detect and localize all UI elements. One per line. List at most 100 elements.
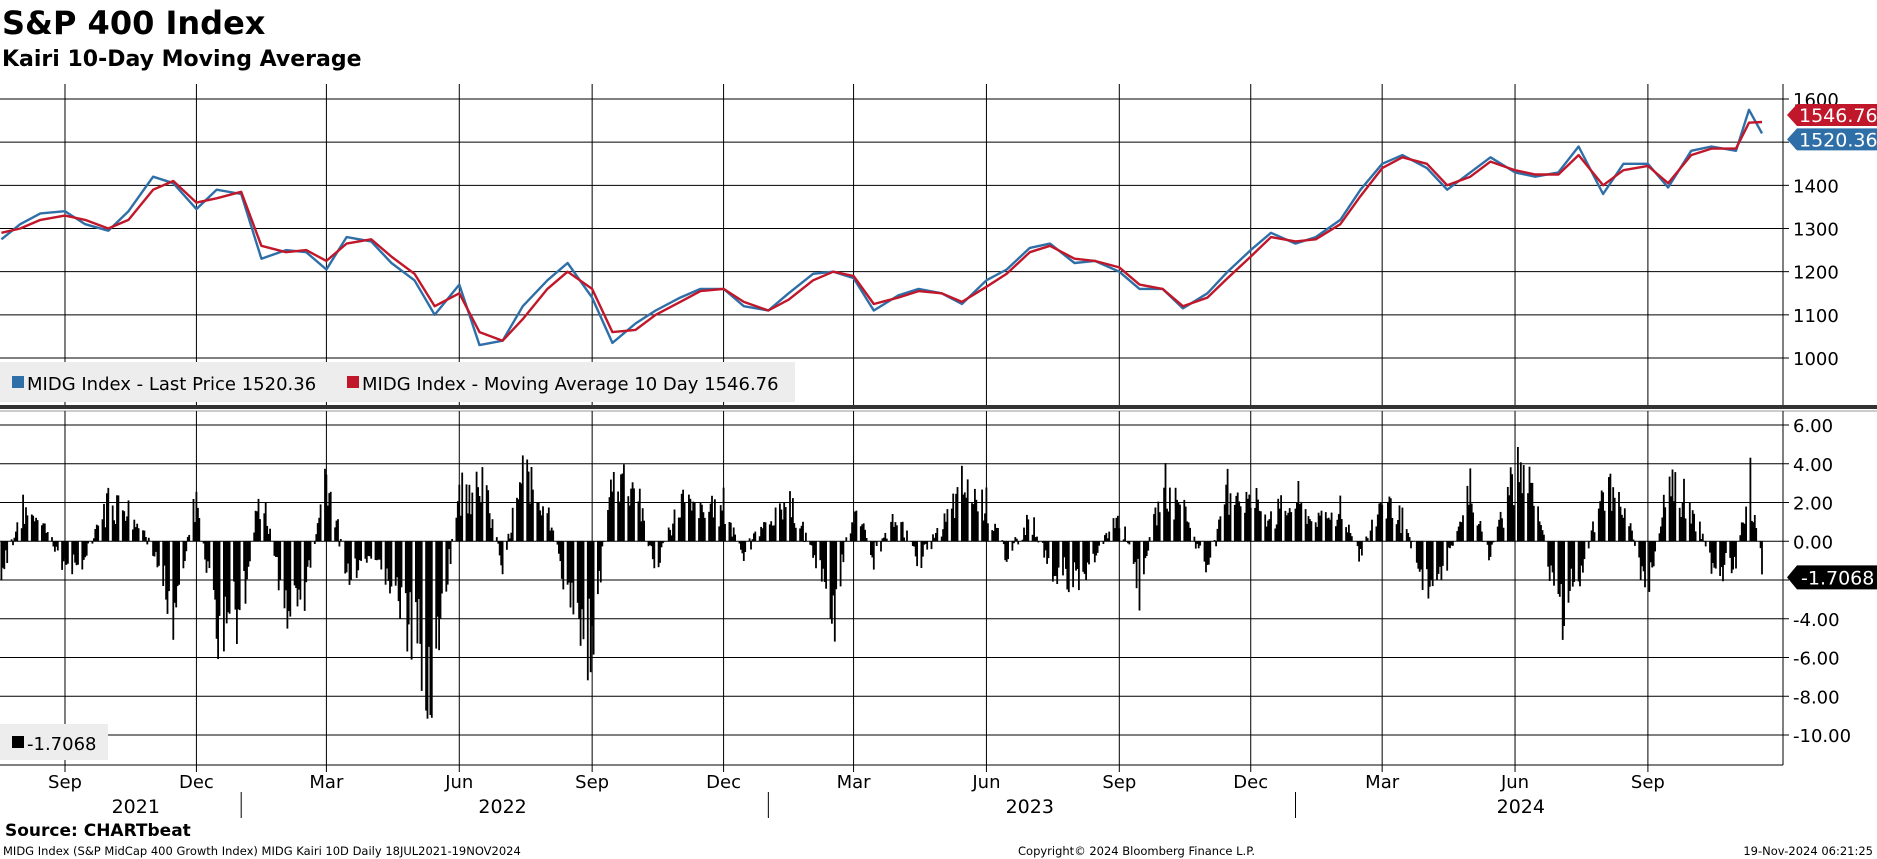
kairi-bar [744, 541, 747, 552]
kairi-bar [1597, 508, 1600, 542]
kairi-bar [1649, 541, 1652, 563]
kairi-bar [315, 534, 318, 542]
kairi-bar [540, 515, 543, 542]
x-tick-label: Mar [837, 772, 872, 793]
kairi-bar [1407, 533, 1410, 542]
kairi-bar [903, 537, 905, 542]
kairi-bar [1622, 517, 1625, 542]
kairi-bar [166, 541, 169, 614]
kairi-bar [932, 534, 934, 542]
kairi-bar [930, 541, 933, 550]
kairi-bar [498, 541, 501, 556]
kairi-bar [309, 541, 312, 568]
kairi-bar [1138, 541, 1141, 611]
kairi-bar [104, 527, 107, 542]
kairi-bar [1249, 507, 1252, 542]
kairi-bar [546, 513, 549, 542]
kairi-bar [571, 541, 573, 583]
kairi-bar [891, 514, 894, 542]
kairi-bar [669, 529, 671, 542]
kairi-bar [214, 541, 217, 600]
kairi-bar [377, 541, 380, 560]
kairi-bar [449, 541, 452, 564]
kairi-bar [475, 471, 478, 542]
kairi-bar [943, 513, 946, 542]
kairi-bar [864, 529, 866, 542]
kairi-bar [1694, 531, 1697, 542]
footer-right: 19-Nov-2024 06:21:25 [1743, 844, 1873, 858]
kairi-bar [1476, 525, 1479, 542]
kairi-bar [672, 523, 674, 542]
kairi-bar [1427, 541, 1430, 599]
kairi-bar [516, 497, 518, 542]
kairi-bar [335, 520, 338, 542]
kairi-bar [1304, 509, 1307, 542]
kairi-bar [592, 541, 595, 655]
kairi-bar [1558, 541, 1561, 597]
kairi-bar [435, 541, 438, 649]
kairi-bar [1235, 495, 1238, 542]
kairi-bar [890, 521, 892, 542]
kairi-bar [224, 541, 227, 597]
kairi-bar [926, 541, 929, 550]
kairi-bar [628, 505, 631, 542]
kairi-bar [471, 492, 474, 542]
kairi-bar [833, 541, 836, 642]
kairi-bar [562, 541, 565, 590]
x-axis: Sep Dec Mar Jun Sep Dec Mar Jun Sep Dec Mar Jun Sep [48, 765, 1665, 793]
kairi-bar [1740, 522, 1743, 542]
kairi-bar [1275, 524, 1278, 542]
kairi-bar [1026, 514, 1028, 542]
kairi-bar [558, 541, 560, 554]
kairi-bar [328, 493, 331, 542]
kairi-bar [202, 541, 205, 544]
kairi-bar [1551, 541, 1554, 573]
kairi-bar [246, 541, 248, 580]
kairi-bar [501, 541, 504, 575]
kairi-bar [175, 541, 178, 608]
kairi-bar [339, 539, 342, 542]
kairi-bar [316, 523, 319, 542]
kairi-bar [1668, 476, 1671, 542]
kairi-bar [156, 541, 159, 568]
kairi-bar [884, 532, 887, 542]
kairi-bar [972, 504, 975, 542]
kairi-bar [812, 541, 814, 558]
kairi-bar [1381, 504, 1384, 542]
kairi-bar [1197, 541, 1200, 549]
kairi-bar [1431, 541, 1434, 587]
kairi-bar [1457, 526, 1460, 542]
kairi-bar [976, 511, 979, 542]
kairi-bar [893, 526, 895, 542]
kairi-bar [617, 491, 619, 542]
kairi-bar [829, 541, 832, 619]
kairi-bar [1024, 535, 1027, 542]
kairi-bar [822, 541, 825, 569]
kairi-bar [1428, 541, 1431, 587]
kairi-bar [1033, 517, 1035, 542]
kairi-bar [491, 519, 494, 542]
kairi-bar [761, 528, 764, 542]
kairi-bar [117, 495, 120, 542]
kairi-bar [1098, 541, 1100, 546]
kairi-bar [1239, 506, 1242, 542]
kairi-bar [712, 517, 715, 542]
kairi-bar [1219, 516, 1222, 542]
kairi-bar [1117, 515, 1119, 542]
kairi-bar [1548, 541, 1551, 581]
kairi-bar [162, 541, 165, 586]
kairi-bar [1324, 512, 1327, 542]
kairi-bar [578, 541, 580, 619]
kairi-bar [1274, 528, 1277, 542]
kairi-bar [985, 487, 988, 542]
kairi-bar [1112, 518, 1115, 542]
kairi-bar [1603, 510, 1606, 542]
kairi-bar [914, 541, 917, 557]
kairi-bar [721, 510, 723, 542]
kairi-bar [1755, 528, 1758, 542]
kairi-bar [95, 524, 98, 542]
kairi-bar [1415, 541, 1418, 563]
kairi-bar [1720, 541, 1723, 568]
kairi-bar [153, 541, 156, 557]
kairi-bar [244, 541, 247, 604]
